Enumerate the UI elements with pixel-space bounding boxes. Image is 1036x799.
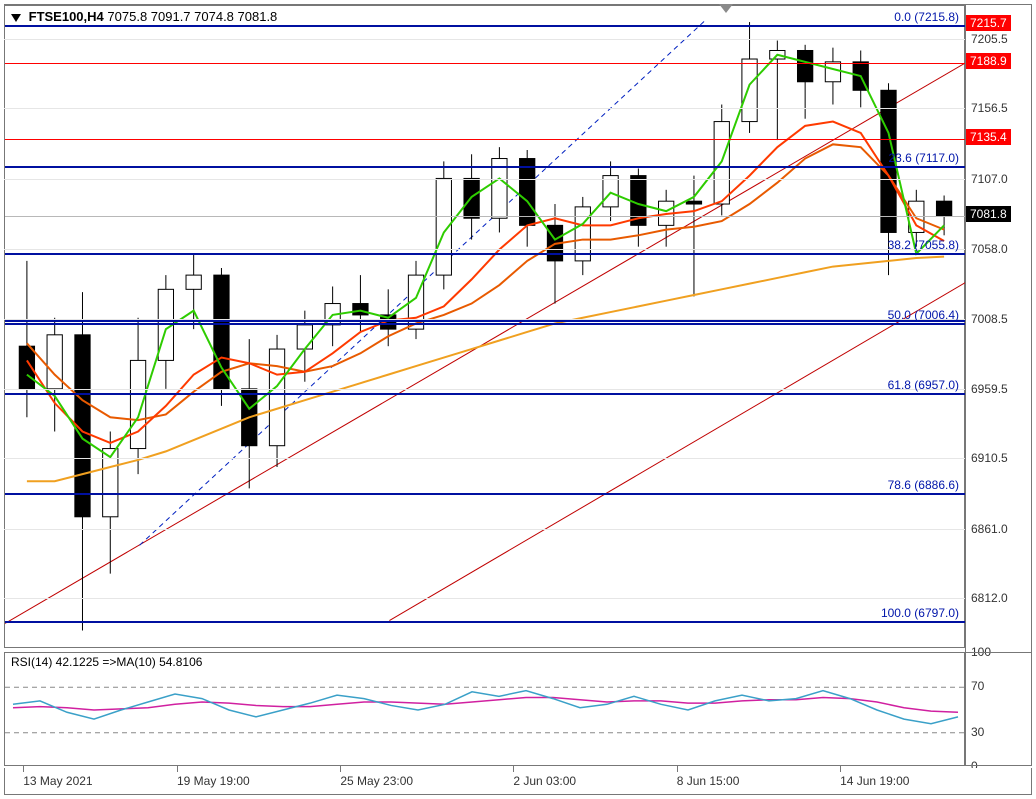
fib-line: [5, 393, 966, 395]
x-tick-label: 19 May 19:00: [177, 774, 250, 788]
main-chart-svg: [5, 5, 966, 649]
fib-label: 100.0 (6797.0): [819, 606, 959, 620]
fib-label: 23.6 (7117.0): [819, 151, 959, 165]
fib-line: [5, 323, 966, 325]
fib-line: [5, 166, 966, 168]
fib-label: 50.0 (7006.4): [819, 308, 959, 322]
x-tick-label: 2 Jun 03:00: [513, 774, 576, 788]
main-price-panel[interactable]: FTSE100,H4 7075.8 7091.7 7074.8 7081.8: [4, 4, 965, 648]
x-tick-label: 25 May 23:00: [340, 774, 413, 788]
fib-line: [5, 493, 966, 495]
fib-label: 0.0 (7215.8): [819, 10, 959, 24]
x-tick-label: 8 Jun 15:00: [677, 774, 740, 788]
x-tick-label: 13 May 2021: [23, 774, 92, 788]
fib-label: 38.2 (7055.8): [819, 238, 959, 252]
rsi-chart-svg: [5, 653, 966, 767]
x-tick-label: 14 Jun 19:00: [840, 774, 909, 788]
fib-line: [5, 253, 966, 255]
fib-label: 78.6 (6886.6): [819, 478, 959, 492]
fib-line: [5, 621, 966, 623]
rsi-panel[interactable]: RSI(14) 42.1225 =>MA(10) 54.8106: [4, 652, 965, 766]
fib-label: 61.8 (6957.0): [819, 378, 959, 392]
